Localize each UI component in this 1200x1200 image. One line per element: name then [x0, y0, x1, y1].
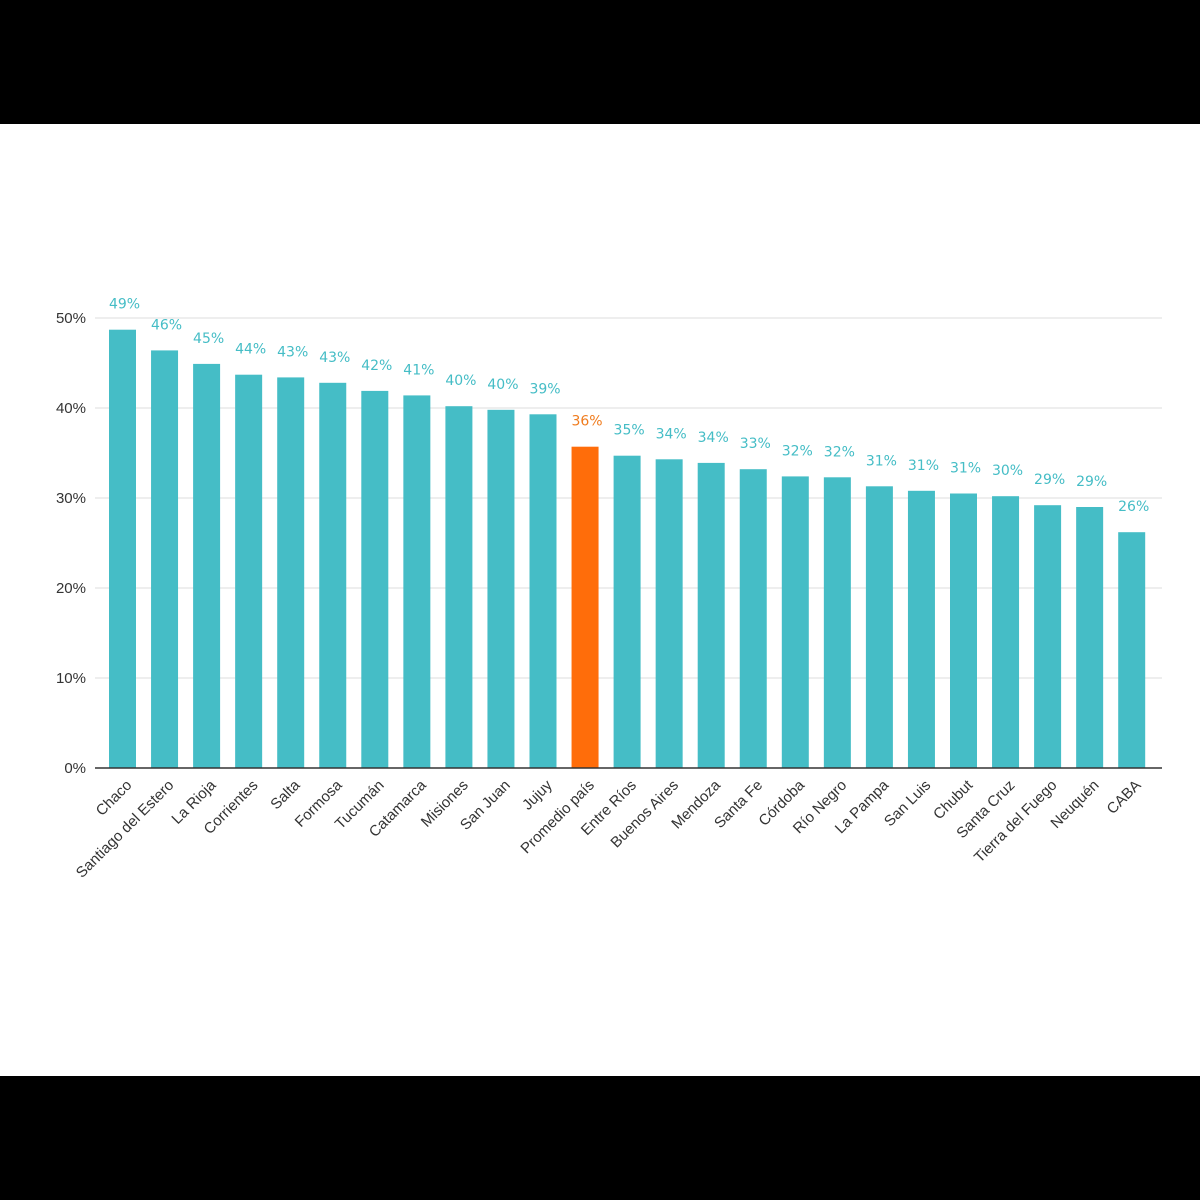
bar: [950, 493, 977, 768]
data-label: 40%: [445, 373, 476, 389]
data-label: 46%: [151, 317, 182, 333]
bar: [613, 455, 641, 768]
y-tick-label: 50%: [56, 310, 86, 327]
bar: [739, 469, 767, 768]
data-label: 49%: [109, 297, 140, 313]
bar-chart: 0%10%20%30%40%50% 49%46%45%44% 43% 43%42% 4…: [56, 297, 1162, 881]
bar: [992, 496, 1020, 768]
bar: [361, 390, 389, 768]
data-label: 39%: [529, 381, 560, 397]
data-label: 44%: [235, 342, 266, 358]
bar: [235, 374, 263, 768]
category-label: Promedio país: [517, 777, 597, 857]
data-label: 41%: [403, 362, 434, 378]
category-label: San Luis: [881, 777, 934, 830]
data-label: 29%: [1076, 474, 1107, 490]
data-label: 36%: [571, 414, 602, 430]
data-label: 43%: [277, 344, 308, 360]
bars: [109, 329, 1146, 768]
y-axis-tick-labels: 0% 10% 20% 30% 40% 50%: [56, 310, 86, 777]
data-label: 31%: [866, 453, 897, 469]
bar: [277, 377, 305, 768]
category-label: CABA: [1104, 777, 1145, 818]
data-label: 43%: [319, 350, 350, 366]
y-tick-label: 30%: [56, 490, 86, 507]
bar: [151, 350, 179, 768]
data-label: 31%: [908, 458, 939, 474]
y-tick-label: 0%: [64, 760, 86, 777]
bar: [781, 476, 809, 768]
chart-panel: 0% 10% 20% 30% 40% 50% 49% 46% 45% 44% 43% 43% 42% 4…: [0, 124, 1200, 1076]
bar: [403, 395, 431, 768]
bar: [655, 459, 683, 768]
bar: [193, 363, 221, 768]
data-label: 31%: [950, 461, 981, 477]
data-label: 42%: [361, 358, 392, 374]
data-label: 33%: [740, 436, 771, 452]
data-label: 45%: [193, 331, 224, 347]
bar: [865, 486, 893, 768]
bar: [571, 446, 599, 768]
bar: [1076, 507, 1104, 768]
data-label: 35%: [614, 423, 645, 439]
y-tick-label: 40%: [56, 400, 86, 417]
y-tick-label: 10%: [56, 670, 86, 687]
bar: [697, 462, 725, 768]
category-label: Salta: [267, 776, 304, 813]
bar: [1034, 505, 1062, 768]
data-label: 34%: [698, 430, 729, 446]
bar: [445, 406, 473, 768]
data-label: 32%: [824, 444, 855, 460]
data-label: 40%: [487, 377, 518, 393]
bar: [823, 477, 851, 768]
data-label: 32%: [782, 443, 813, 459]
bar: [319, 382, 347, 768]
bar: [487, 409, 515, 768]
data-label: 30%: [992, 463, 1023, 479]
data-label: 29%: [1034, 472, 1065, 488]
bar: [529, 414, 557, 768]
data-label: 26%: [1118, 499, 1149, 515]
data-label: 34%: [656, 426, 687, 442]
bar: [907, 490, 935, 768]
category-label: Jujuy: [519, 776, 556, 813]
bar: [1118, 532, 1146, 768]
bar: [109, 329, 136, 768]
y-tick-label: 20%: [56, 580, 86, 597]
data-labels: 49% 46% 45% 44% 43% 43% 42% 41% 40% 40% 39% 36% 35% 3…: [109, 297, 1149, 516]
